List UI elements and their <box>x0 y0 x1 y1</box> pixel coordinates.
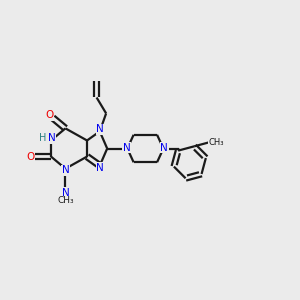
Text: N: N <box>160 142 168 153</box>
Text: CH₃: CH₃ <box>208 138 224 147</box>
Text: O: O <box>26 152 34 162</box>
Text: N: N <box>97 163 104 173</box>
Text: O: O <box>45 110 53 120</box>
Text: N: N <box>123 142 130 153</box>
Text: H: H <box>39 133 46 143</box>
Text: N: N <box>48 133 56 143</box>
Text: CH₃: CH₃ <box>57 196 74 206</box>
Text: N: N <box>62 165 70 176</box>
Text: N: N <box>61 188 69 198</box>
Text: N: N <box>97 124 104 134</box>
